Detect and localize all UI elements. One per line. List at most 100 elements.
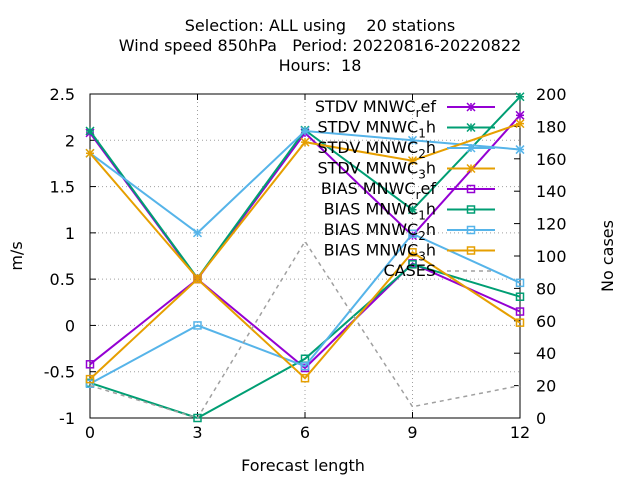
legend-marker-2 <box>466 143 476 153</box>
data-point-2-3 <box>407 135 418 145</box>
data-point-4-0 <box>85 360 95 369</box>
y2-tick-label: 120 <box>536 215 567 234</box>
star-stroke <box>466 163 476 174</box>
series-line-8 <box>89 239 521 419</box>
y-tick-label: 0.5 <box>50 270 75 289</box>
data-point-3-3 <box>407 156 418 166</box>
star-stroke <box>515 92 525 102</box>
legend-label-0: STDV MNWCref <box>315 97 437 120</box>
series-line-4 <box>89 262 521 370</box>
star-stroke <box>466 122 476 133</box>
x-tick-label: 3 <box>192 423 202 442</box>
data-point-5-1 <box>193 413 202 423</box>
data-point-7-0 <box>85 374 95 384</box>
series-line-6 <box>89 232 521 385</box>
legend-label-8: CASES <box>383 261 436 280</box>
legend-label-sub: 3 <box>418 250 426 264</box>
legend-label-main: BIAS MNWC <box>324 241 419 260</box>
legend-label-tail: h <box>426 159 436 178</box>
legend-marker-0 <box>466 102 476 112</box>
data-point-3-0 <box>85 148 95 158</box>
star-stroke <box>300 137 310 147</box>
data-point-5-4 <box>515 292 525 301</box>
data-point-3-2 <box>300 137 310 147</box>
x-tick-label: 12 <box>510 423 530 442</box>
data-point-1-0 <box>85 126 95 136</box>
data-point-7-3 <box>408 248 417 257</box>
legend-label-5: BIAS MNWC1h <box>324 200 436 223</box>
y2-tick-label: 20 <box>536 377 556 396</box>
legend-label-tail: h <box>426 138 436 157</box>
legend-label-main: STDV MNWC <box>317 159 418 178</box>
data-point-6-0 <box>85 379 95 388</box>
legend-label-main: BIAS MNWC <box>321 179 416 198</box>
y-tick-label: 1.5 <box>50 178 75 197</box>
axis-ticks: 0 3 6 9 12-1-0.500.511.522.50204060801001201… <box>44 85 567 442</box>
y2-tick-label: 100 <box>536 247 567 266</box>
legend-label-main: BIAS MNWC <box>324 220 419 239</box>
legend-label-main: STDV MNWC <box>317 118 418 137</box>
data-point-6-1 <box>193 321 202 330</box>
legend-label-sub: 1 <box>418 127 426 141</box>
y2-tick-label: 0 <box>536 409 546 428</box>
data-point-6-4 <box>515 278 525 288</box>
legend-label-sub: r <box>416 106 421 120</box>
y-tick-label: -1 <box>59 409 75 428</box>
data-point-3-4 <box>515 119 525 129</box>
legend-label-tail: h <box>426 220 436 239</box>
y2-tick-label: 180 <box>536 117 567 136</box>
data-point-2-1 <box>192 228 203 238</box>
star-stroke <box>407 156 418 166</box>
legend-marker-7 <box>466 246 476 255</box>
chart-title-line-1: Selection: ALL using 20 stations <box>184 16 456 35</box>
data-point-6-2 <box>300 361 310 371</box>
chart-title-line-2: Wind speed 850hPa Period: 20220816-20220… <box>118 36 522 55</box>
legend-marker-6 <box>466 225 476 235</box>
data-point-7-2 <box>300 373 310 383</box>
star-stroke <box>407 205 418 215</box>
y-tick-label: 0 <box>65 316 75 335</box>
data-point-4-4 <box>515 307 525 316</box>
data-point-1-4 <box>515 92 525 102</box>
legend-marker-4 <box>466 184 476 194</box>
legend-label-tail: ef <box>421 97 437 116</box>
star-stroke <box>466 143 476 153</box>
legend-label-2: STDV MNWC2h <box>317 138 436 161</box>
legend-label-main: BIAS MNWC <box>324 200 419 219</box>
series-line-7 <box>89 250 521 380</box>
y2-tick-label: 140 <box>536 182 567 201</box>
legend-label-main: CASES <box>383 261 436 280</box>
y2-tick-label: 40 <box>536 344 556 363</box>
data-point-7-1 <box>193 274 202 284</box>
legend-marker-1 <box>466 122 476 133</box>
legend-marker-5 <box>466 205 476 214</box>
star-stroke <box>515 119 525 129</box>
legend-label-sub: 2 <box>418 229 426 243</box>
x-tick-label: 6 <box>300 423 310 442</box>
data-point-5-3 <box>408 260 417 269</box>
legend-label-main: STDV MNWC <box>317 138 418 157</box>
y-tick-label: 2 <box>65 131 75 150</box>
star-stroke <box>515 110 525 120</box>
legend-label-6: BIAS MNWC2h <box>324 220 436 243</box>
star-stroke <box>300 126 310 136</box>
chart-title-line-3: Hours: 18 <box>278 56 362 75</box>
legend-label-sub: 2 <box>418 147 426 161</box>
x-tick-label: 0 <box>85 423 95 442</box>
legend-label-sub: r <box>416 188 421 202</box>
legend-label-sub: 1 <box>418 209 426 223</box>
legend-marker-3 <box>466 163 476 174</box>
legend-label-tail: h <box>426 200 436 219</box>
x-axis-label: Forecast length <box>241 456 365 475</box>
legend-label-3: STDV MNWC3h <box>317 159 436 182</box>
legend-label-sub: 3 <box>418 168 426 182</box>
data-point-6-3 <box>408 229 417 239</box>
y2-tick-label: 60 <box>536 312 556 331</box>
y-tick-label: -0.5 <box>44 363 75 382</box>
star-stroke <box>515 145 525 155</box>
x-tick-label: 9 <box>407 423 417 442</box>
legend-label-tail: h <box>426 118 436 137</box>
data-point-1-3 <box>407 205 418 215</box>
